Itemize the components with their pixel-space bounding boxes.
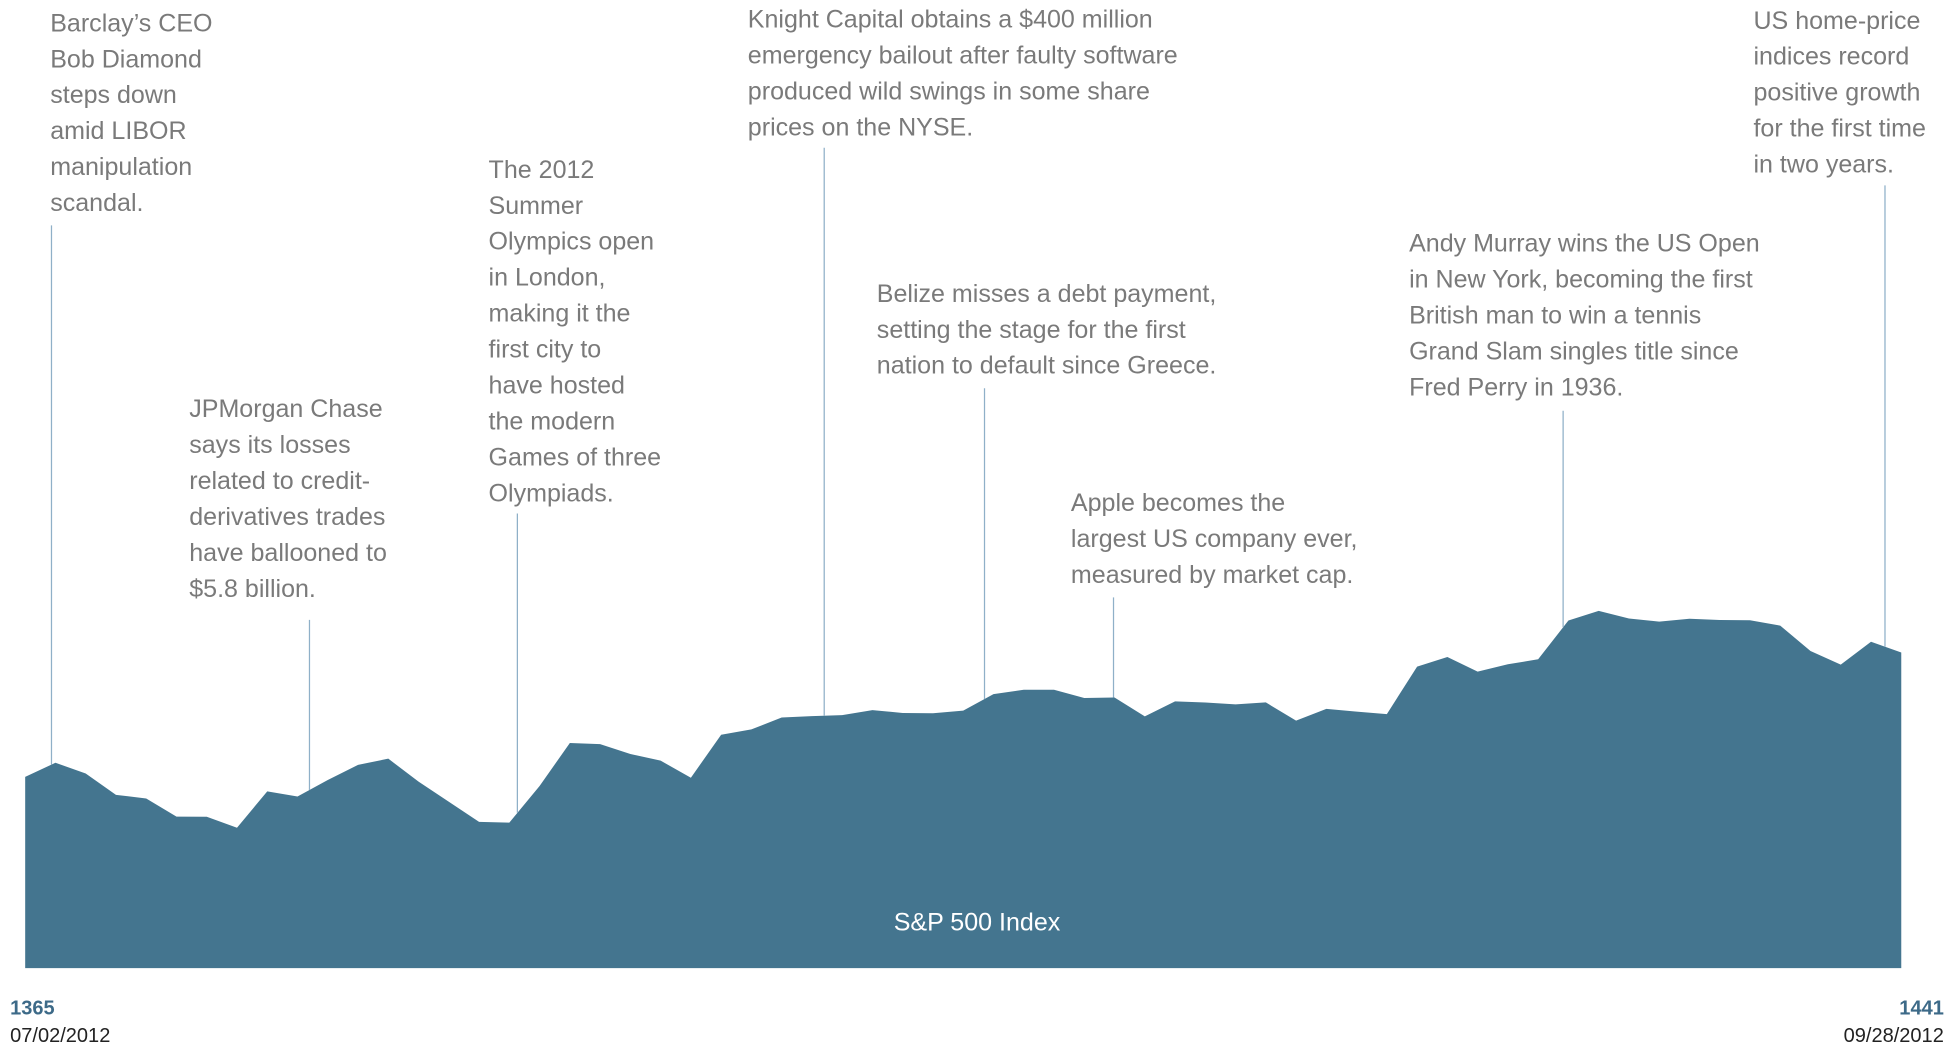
annotation-line: related to credit-	[189, 467, 370, 495]
annotation-line: emergency bailout after faulty software	[748, 41, 1178, 69]
annotation-line: The 2012	[489, 156, 595, 184]
annotation-line: derivatives trades	[189, 503, 385, 531]
annotation: JPMorgan Chase says its losses related to …	[189, 395, 387, 603]
annotation-line: British man to win a tennis	[1409, 302, 1701, 330]
annotation: US home-price indices record positive grow…	[1753, 7, 1925, 179]
annotation-line: scandal.	[50, 189, 143, 217]
series-label: S&P 500 Index	[894, 909, 1061, 937]
annotation-line: Belize misses a debt payment,	[877, 280, 1216, 308]
annotation-line: US home-price	[1753, 7, 1920, 35]
annotation-line: Andy Murray wins the US Open	[1409, 230, 1760, 258]
annotation-line: for the first time	[1753, 115, 1925, 143]
date-label: 07/02/2012	[10, 1025, 110, 1047]
annotation-line: have hosted	[489, 372, 625, 400]
annotation-line: Barclay’s CEO	[50, 9, 212, 37]
annotation-line: making it the	[489, 300, 631, 328]
annotation: Apple becomes the largest US company ever…	[1071, 489, 1358, 589]
annotation-line: setting the stage for the first	[877, 316, 1186, 344]
annotation-line: nation to default since Greece.	[877, 352, 1217, 380]
annotation-line: Games of three	[489, 443, 662, 471]
annotation-line: manipulation	[50, 153, 192, 181]
annotation-line: amid LIBOR	[50, 117, 186, 145]
annotation-line: Apple becomes the	[1071, 489, 1285, 517]
annotation: Barclay’s CEO Bob Diamond steps down amid L…	[50, 9, 212, 217]
annotation-line: prices on the NYSE.	[748, 113, 973, 141]
annotation-line: Grand Slam singles title since	[1409, 338, 1739, 366]
annotation-line: in New York, becoming the first	[1409, 266, 1753, 294]
annotation-line: measured by market cap.	[1071, 561, 1353, 589]
annotation-line: Bob Diamond	[50, 45, 202, 73]
area	[25, 610, 1902, 969]
annotation: The 2012 Summer Olympics open in London, mak…	[489, 156, 662, 507]
annotation-line: produced wild swings in some share	[748, 77, 1150, 105]
annotation-line: JPMorgan Chase	[189, 395, 382, 423]
annotation-line: $5.8 billion.	[189, 575, 316, 603]
annotation-line: steps down	[50, 81, 177, 109]
value-label: 1365	[10, 997, 55, 1019]
value-label: 1441	[1899, 997, 1944, 1019]
annotation-line: the modern	[489, 407, 616, 435]
annotation-line: Knight Capital obtains a $400 million	[748, 6, 1153, 34]
annotation-line: in two years.	[1753, 151, 1894, 179]
annotation-line: Fred Perry in 1936.	[1409, 374, 1623, 402]
annotation-line: first city to	[489, 336, 602, 364]
annotation-line: have ballooned to	[189, 539, 387, 567]
annotation-line: indices record	[1753, 43, 1909, 71]
annotation-line: says its losses	[189, 431, 350, 459]
annotation-line: in London,	[489, 264, 606, 292]
annotation-line: Olympiads.	[489, 479, 614, 507]
annotation-line: positive growth	[1753, 79, 1920, 107]
annotation: Belize misses a debt payment, setting the…	[877, 280, 1217, 380]
date-label: 09/28/2012	[1844, 1025, 1944, 1047]
annotation: Andy Murray wins the US Open in New York,…	[1409, 230, 1760, 402]
annotation: Knight Capital obtains a $400 million eme…	[748, 6, 1178, 142]
annotation-line: largest US company ever,	[1071, 525, 1358, 553]
annotation-line: Olympics open	[489, 228, 655, 256]
annotation-line: Summer	[489, 192, 584, 220]
